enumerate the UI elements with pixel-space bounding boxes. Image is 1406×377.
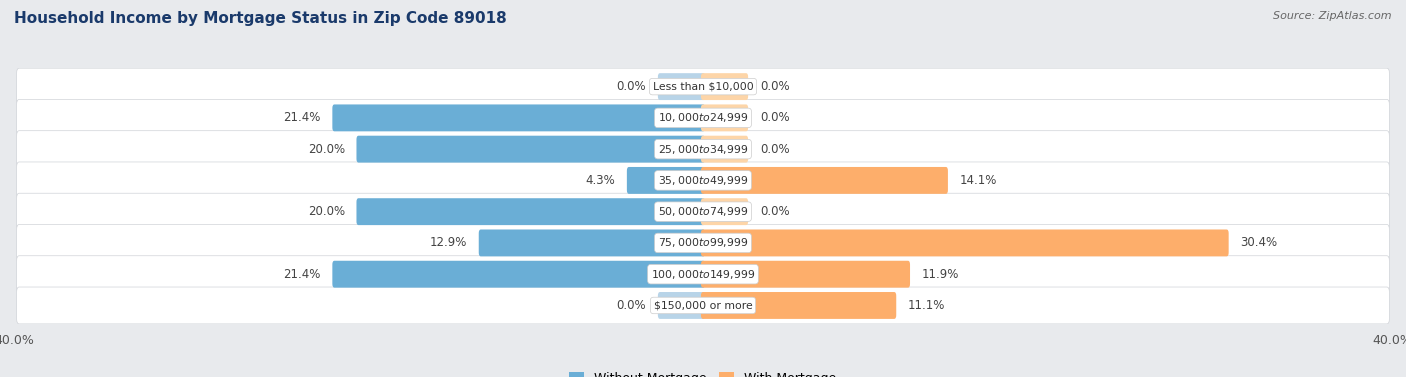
FancyBboxPatch shape [17,287,1389,324]
Text: $150,000 or more: $150,000 or more [654,300,752,311]
FancyBboxPatch shape [17,68,1389,105]
Text: 14.1%: 14.1% [960,174,997,187]
FancyBboxPatch shape [357,198,704,225]
Text: 20.0%: 20.0% [308,205,344,218]
Text: $35,000 to $49,999: $35,000 to $49,999 [658,174,748,187]
Text: 20.0%: 20.0% [308,143,344,156]
FancyBboxPatch shape [17,100,1389,136]
FancyBboxPatch shape [702,104,748,131]
FancyBboxPatch shape [702,261,910,288]
Text: Household Income by Mortgage Status in Zip Code 89018: Household Income by Mortgage Status in Z… [14,11,506,26]
Text: 0.0%: 0.0% [759,80,789,93]
FancyBboxPatch shape [702,73,748,100]
FancyBboxPatch shape [702,167,948,194]
FancyBboxPatch shape [332,104,704,131]
FancyBboxPatch shape [702,198,748,225]
Text: $75,000 to $99,999: $75,000 to $99,999 [658,236,748,250]
Text: 30.4%: 30.4% [1240,236,1278,250]
FancyBboxPatch shape [658,73,704,100]
Text: 11.1%: 11.1% [908,299,945,312]
Text: 0.0%: 0.0% [759,143,789,156]
Text: $50,000 to $74,999: $50,000 to $74,999 [658,205,748,218]
Text: Less than $10,000: Less than $10,000 [652,81,754,92]
FancyBboxPatch shape [17,256,1389,293]
FancyBboxPatch shape [17,162,1389,199]
Text: $10,000 to $24,999: $10,000 to $24,999 [658,111,748,124]
FancyBboxPatch shape [357,136,704,162]
Text: 12.9%: 12.9% [430,236,467,250]
Text: $25,000 to $34,999: $25,000 to $34,999 [658,143,748,156]
Text: Source: ZipAtlas.com: Source: ZipAtlas.com [1274,11,1392,21]
FancyBboxPatch shape [702,230,1229,256]
FancyBboxPatch shape [17,224,1389,261]
FancyBboxPatch shape [658,292,704,319]
FancyBboxPatch shape [702,136,748,162]
Text: 21.4%: 21.4% [283,268,321,281]
Text: 4.3%: 4.3% [585,174,616,187]
FancyBboxPatch shape [479,230,704,256]
Text: $100,000 to $149,999: $100,000 to $149,999 [651,268,755,281]
Text: 21.4%: 21.4% [283,111,321,124]
FancyBboxPatch shape [17,193,1389,230]
Text: 0.0%: 0.0% [617,80,647,93]
FancyBboxPatch shape [17,131,1389,168]
Text: 0.0%: 0.0% [617,299,647,312]
Text: 0.0%: 0.0% [759,111,789,124]
FancyBboxPatch shape [332,261,704,288]
Text: 0.0%: 0.0% [759,205,789,218]
FancyBboxPatch shape [627,167,704,194]
Legend: Without Mortgage, With Mortgage: Without Mortgage, With Mortgage [564,367,842,377]
FancyBboxPatch shape [702,292,896,319]
Text: 11.9%: 11.9% [922,268,959,281]
